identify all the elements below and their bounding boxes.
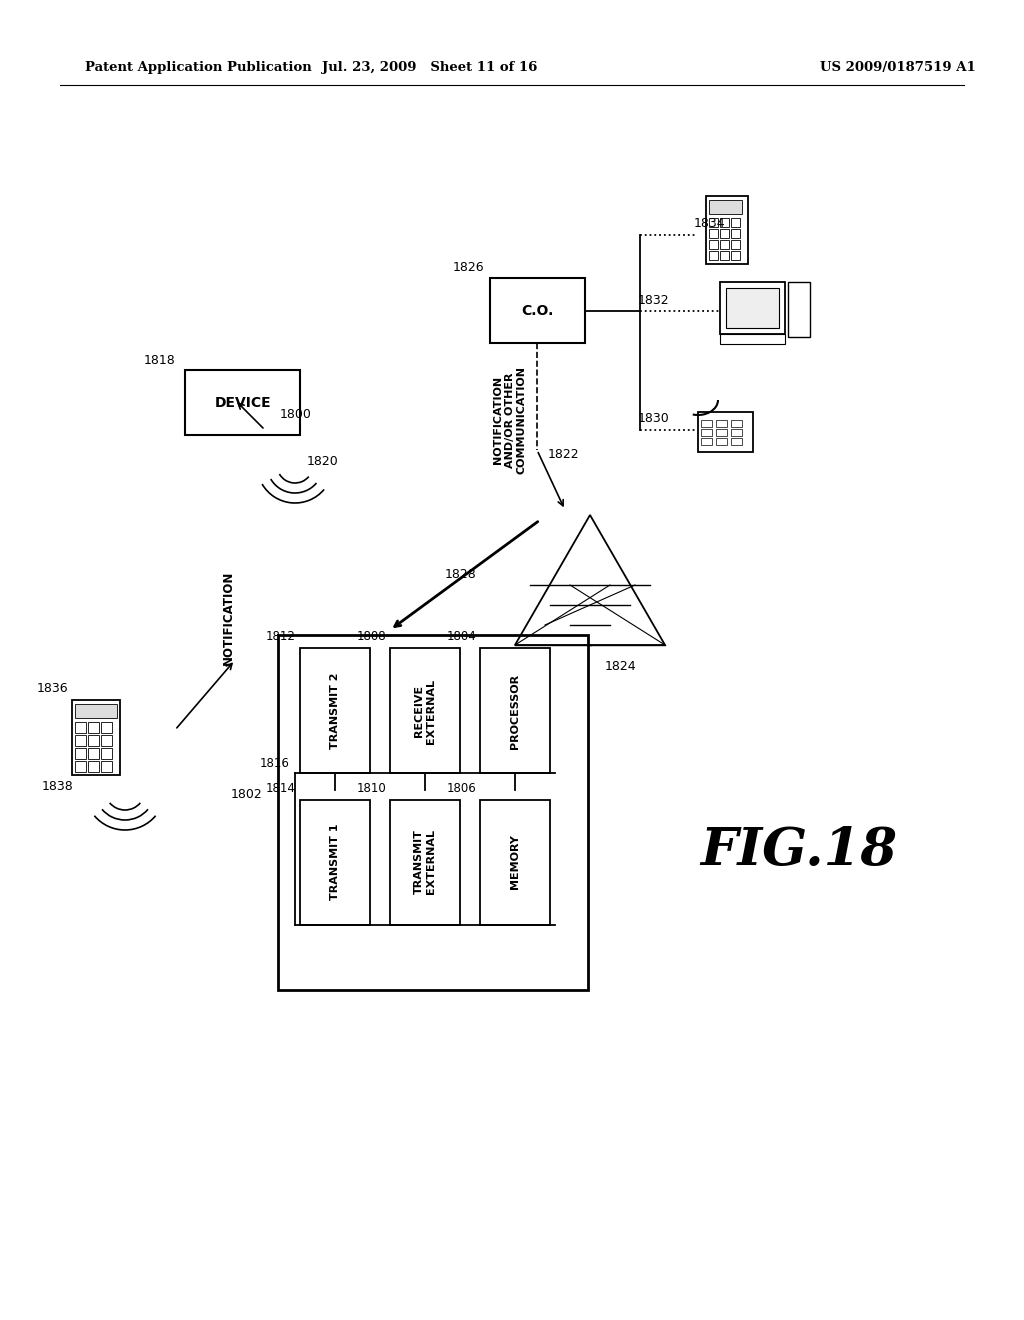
Text: C.O.: C.O. (521, 304, 553, 318)
Bar (731, 429, 742, 436)
Text: 1820: 1820 (307, 455, 339, 469)
Bar (698, 412, 753, 451)
Bar (709, 240, 718, 249)
Bar (88, 735, 99, 746)
Bar (75, 748, 86, 759)
Bar (709, 251, 718, 260)
Bar (185, 370, 300, 436)
Text: US 2009/0187519 A1: US 2009/0187519 A1 (820, 62, 976, 74)
Bar (731, 218, 740, 227)
Bar (720, 218, 729, 227)
Text: 1826: 1826 (453, 261, 484, 275)
Bar (716, 420, 727, 426)
Text: 1810: 1810 (356, 781, 386, 795)
Text: 1808: 1808 (356, 630, 386, 643)
Bar (731, 240, 740, 249)
Text: NOTIFICATION: NOTIFICATION (221, 570, 234, 665)
Bar (731, 438, 742, 445)
Bar (726, 288, 779, 327)
Bar (75, 735, 86, 746)
Text: 1832: 1832 (638, 294, 670, 308)
Bar (390, 800, 460, 925)
Bar (709, 218, 718, 227)
Bar (720, 334, 785, 345)
Text: TRANSMIT 2: TRANSMIT 2 (330, 673, 340, 750)
Bar (101, 748, 112, 759)
Bar (709, 201, 742, 214)
Text: MEMORY: MEMORY (510, 834, 520, 890)
Bar (300, 648, 370, 774)
Bar (88, 748, 99, 759)
Text: NOTIFICATION
AND/OR OTHER
COMMUNICATION: NOTIFICATION AND/OR OTHER COMMUNICATION (494, 366, 526, 474)
Bar (278, 635, 588, 990)
Bar (716, 438, 727, 445)
Bar (788, 282, 810, 337)
Text: Patent Application Publication: Patent Application Publication (85, 62, 311, 74)
Bar (101, 722, 112, 733)
Text: 1822: 1822 (548, 449, 580, 462)
Text: RECEIVE
EXTERNAL: RECEIVE EXTERNAL (414, 678, 436, 743)
Text: DEVICE: DEVICE (215, 396, 271, 411)
Text: 1830: 1830 (638, 412, 670, 425)
Bar (480, 648, 550, 774)
Text: PROCESSOR: PROCESSOR (510, 673, 520, 748)
Bar (72, 700, 120, 775)
Bar (101, 735, 112, 746)
Bar (720, 282, 785, 334)
Bar (490, 279, 585, 343)
Bar (88, 762, 99, 772)
Text: Jul. 23, 2009   Sheet 11 of 16: Jul. 23, 2009 Sheet 11 of 16 (323, 62, 538, 74)
Text: TRANSMIT 1: TRANSMIT 1 (330, 824, 340, 900)
Bar (75, 722, 86, 733)
Bar (731, 420, 742, 426)
Bar (731, 251, 740, 260)
Text: 1836: 1836 (37, 682, 68, 696)
Bar (720, 251, 729, 260)
Text: 1812: 1812 (266, 630, 296, 643)
Bar (701, 420, 712, 426)
Text: TRANSMIT
EXTERNAL: TRANSMIT EXTERNAL (414, 829, 436, 895)
Bar (480, 800, 550, 925)
Text: 1816: 1816 (260, 756, 290, 770)
Bar (75, 704, 117, 718)
Bar (709, 228, 718, 238)
Text: 1828: 1828 (445, 569, 477, 582)
Bar (720, 228, 729, 238)
Bar (701, 429, 712, 436)
Bar (390, 648, 460, 774)
Bar (88, 722, 99, 733)
Text: 1804: 1804 (446, 630, 476, 643)
Bar (716, 429, 727, 436)
Text: 1806: 1806 (446, 781, 476, 795)
Bar (300, 800, 370, 925)
Text: 1824: 1824 (605, 660, 637, 673)
Text: 1834: 1834 (694, 216, 726, 230)
Text: FIG.18: FIG.18 (700, 825, 897, 875)
Bar (731, 228, 740, 238)
Text: 1800: 1800 (280, 408, 312, 421)
Text: 1802: 1802 (230, 788, 262, 801)
Bar (701, 438, 712, 445)
Bar (75, 762, 86, 772)
Text: 1838: 1838 (41, 780, 73, 793)
Bar (101, 762, 112, 772)
Bar (706, 195, 748, 264)
Text: 1818: 1818 (143, 354, 175, 367)
Bar (720, 240, 729, 249)
Text: 1814: 1814 (266, 781, 296, 795)
